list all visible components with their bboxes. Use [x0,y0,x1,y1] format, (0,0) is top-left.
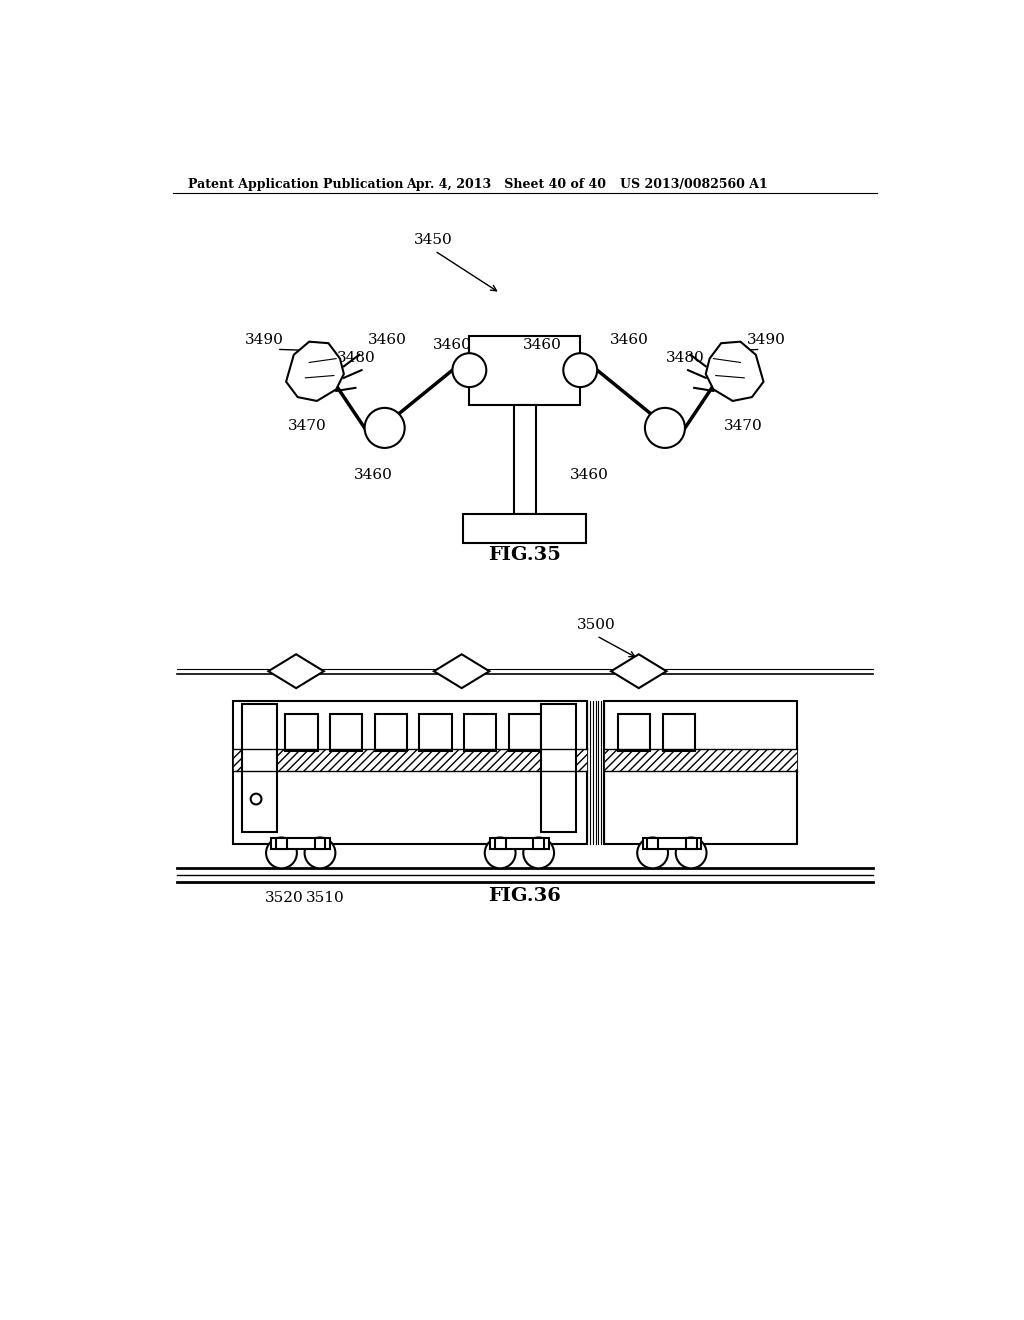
Circle shape [563,354,597,387]
Text: 3500: 3500 [578,618,615,632]
Bar [271,838,330,849]
Text: 3460: 3460 [609,333,648,347]
Bar [495,838,506,849]
Bar [514,405,536,515]
Text: 3480: 3480 [337,351,376,364]
Circle shape [676,838,707,869]
Bar [375,714,407,751]
Text: Patent Application Publication: Patent Application Publication [188,178,403,190]
Text: Apr. 4, 2013   Sheet 40 of 40: Apr. 4, 2013 Sheet 40 of 40 [407,178,606,190]
Bar [604,748,797,771]
Bar [464,714,497,751]
Text: FIG.36: FIG.36 [488,887,561,906]
Bar [617,714,650,751]
Circle shape [484,838,515,869]
Text: US 2013/0082560 A1: US 2013/0082560 A1 [620,178,767,190]
Bar [314,838,326,849]
Bar [243,704,276,832]
Polygon shape [706,342,764,401]
Circle shape [251,793,261,804]
Polygon shape [611,655,667,688]
Polygon shape [434,655,489,688]
Text: 3490: 3490 [245,333,284,347]
Circle shape [304,838,336,869]
Circle shape [266,838,297,869]
Text: 3480: 3480 [666,351,705,364]
Circle shape [645,408,685,447]
Bar [663,714,695,751]
Bar [419,714,452,751]
Circle shape [637,838,668,869]
Text: 3520: 3520 [265,891,304,906]
Text: 3450: 3450 [414,232,453,247]
Text: 3470: 3470 [288,420,327,433]
Bar [233,701,587,843]
Text: 3460: 3460 [354,467,393,482]
Bar [490,838,549,849]
Bar [509,714,541,751]
Circle shape [523,838,554,869]
Text: 3460: 3460 [523,338,562,352]
Bar [469,335,581,405]
Text: 3510: 3510 [306,891,345,906]
Text: 3460: 3460 [368,333,407,347]
Bar [534,838,544,849]
Bar [233,748,587,771]
Bar [330,714,362,751]
Bar [286,714,317,751]
Bar [463,515,587,544]
Bar [643,838,701,849]
Text: 3460: 3460 [569,467,608,482]
Bar [604,701,797,843]
Bar [647,838,658,849]
Text: 3460: 3460 [433,338,472,352]
Polygon shape [286,342,344,401]
Bar [276,838,287,849]
Text: 3490: 3490 [746,333,785,347]
Circle shape [365,408,404,447]
Text: 3470: 3470 [724,420,762,433]
Polygon shape [268,655,324,688]
Circle shape [453,354,486,387]
Bar [541,704,575,832]
Bar [686,838,696,849]
Text: FIG.35: FIG.35 [488,546,561,564]
